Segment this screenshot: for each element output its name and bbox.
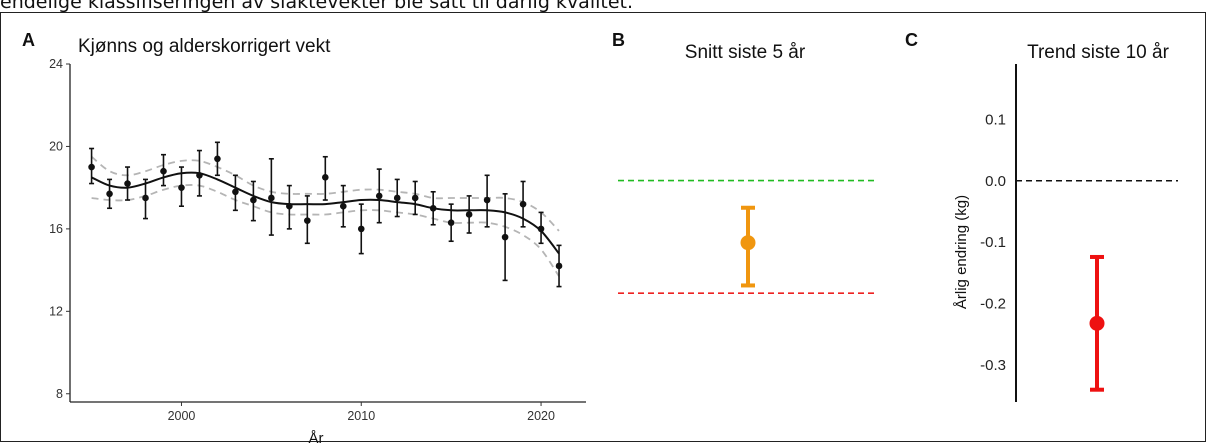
panel-a-y-tick-label: 20 [49,139,63,153]
panel-a-data-point [160,167,167,175]
figure-frame [0,12,1206,442]
panel-a-data-point [106,190,113,198]
panel-b-mean-point [740,235,756,251]
panel-a-ci-upper [91,155,560,232]
panel-a-data-point [555,262,563,270]
figure-caption: endelige klassifiseringen av slaktevekte… [0,0,634,13]
panel-a-data-point [357,225,365,233]
panel-b: B Snitt siste 5 år [612,30,875,295]
panel-a-ci-band [91,155,560,277]
panel-a-y-tick-label: 12 [49,304,63,318]
panel-a-data-point [268,194,275,202]
panel-b-title: Snitt siste 5 år [685,42,806,63]
panel-a-data-point [501,233,509,241]
panel-a-y-tick-label: 8 [56,387,63,401]
panel-a-y-tick-label: 16 [49,222,63,236]
panel-a-data-point [393,194,401,202]
panel-a-data-point [411,194,419,202]
panel-c: C Trend siste 10 år Årlig endring (kg) 0… [905,30,1178,402]
panel-a-data-point [232,188,239,196]
panel-c-y-tick-label: 0.0 [985,173,1006,190]
panel-a: A Kjønns og alderskorrigert vekt 8 12 16 20… [22,30,586,443]
panel-a-data-point [286,202,293,210]
panel-a-letter: A [22,30,35,50]
panel-a-smooth-line [91,171,560,255]
panel-a-data-point [196,171,203,179]
panel-a-x-tick-label: 2010 [347,409,375,423]
panel-c-estimate-point [1089,315,1105,331]
panel-a-data-point [214,155,221,163]
panel-c-y-tick-label: -0.1 [980,234,1006,251]
panel-a-data-point [250,196,257,204]
panel-a-data-point [142,194,149,202]
panel-a-x-tick-label: 2000 [168,409,196,423]
panel-a-data-point [322,174,329,181]
panel-c-y-tick-label: -0.3 [980,357,1006,374]
panel-c-marks: 0.1 0.0 -0.1 -0.2 -0.3 [980,64,1178,402]
panel-a-data-point [124,180,131,187]
panel-a-data-point [304,217,311,224]
panel-a-data-point [483,196,491,204]
panel-a-ci-lower [91,184,560,277]
panel-a-y-tick-label: 24 [49,57,63,71]
panel-a-data-point [88,163,95,171]
panel-b-letter: B [612,30,625,50]
panel-a-points [88,141,563,288]
panel-a-data-point [465,211,473,218]
panel-a-data-point [339,202,347,210]
panel-c-y-tick-label: -0.2 [980,296,1006,313]
panel-a-data-point [519,200,527,208]
panel-a-data-point [375,192,383,200]
panel-a-x-tick-label: 2020 [527,409,555,423]
panel-a-x-axis-title: År [309,430,324,443]
panel-a-smooth-curve [91,171,560,255]
panel-c-title: Trend siste 10 år [1027,42,1170,63]
panel-c-letter: C [905,30,918,50]
panel-b-marks [618,179,875,295]
panel-c-y-axis-title: Årlig endring (kg) [953,195,970,309]
panel-a-data-point [429,204,437,212]
panel-a-data-point [537,225,545,233]
panel-a-axes: 8 12 16 20 24 2000 2010 2020 [49,57,586,423]
panel-a-data-point [178,184,185,191]
panel-a-title: Kjønns og alderskorrigert vekt [78,36,331,57]
panel-a-data-point [447,219,455,226]
panel-c-y-tick-label: 0.1 [985,111,1006,128]
